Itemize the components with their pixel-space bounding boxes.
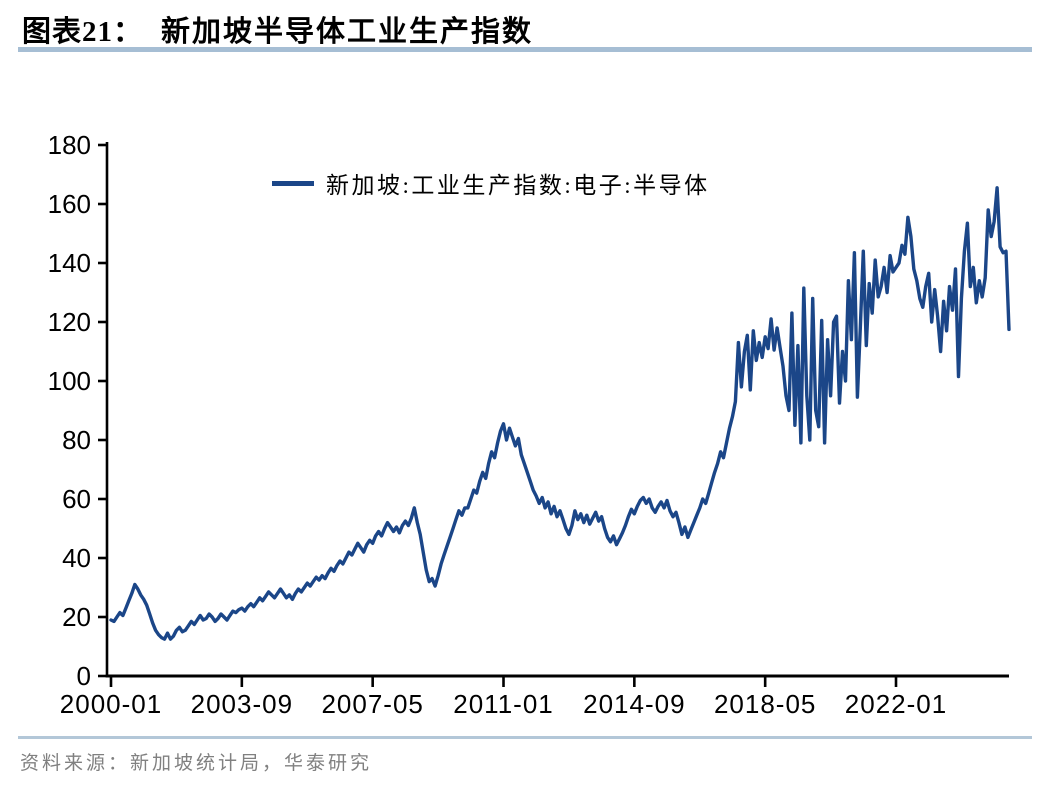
x-tick-label: 2018-05 [714, 689, 816, 719]
legend-series-label: 新加坡:工业生产指数:电子:半导体 [326, 173, 710, 198]
x-tick-label: 2022-01 [845, 689, 947, 719]
y-tick-label: 40 [62, 543, 91, 573]
x-tick-label: 2011-01 [453, 689, 554, 719]
y-tick-label: 100 [48, 366, 91, 396]
y-tick-label: 80 [62, 425, 91, 455]
x-tick-label: 2003-09 [191, 689, 293, 719]
x-tick-label: 2007-05 [321, 689, 423, 719]
y-tick-label: 180 [48, 130, 91, 160]
legend-line-icon [272, 180, 314, 186]
y-tick-label: 0 [77, 661, 91, 691]
chart-legend: 新加坡:工业生产指数:电子:半导体 [272, 166, 710, 200]
series-line-semiconductor-ipi [109, 186, 1011, 641]
title-divider-rule [18, 47, 1032, 52]
figure-title-text: 新加坡半导体工业生产指数 [161, 16, 534, 48]
y-tick-label: 20 [62, 602, 91, 632]
x-tick-label: 2000-01 [60, 689, 162, 719]
x-tick-label: 2014-09 [583, 689, 685, 719]
y-tick-label: 140 [48, 248, 91, 278]
y-tick-label: 160 [48, 189, 91, 219]
source-label: 资料来源： [20, 753, 131, 774]
figure-number-label: 图表21： [22, 16, 144, 48]
page-title: 图表21： 新加坡半导体工业生产指数 [22, 8, 533, 50]
y-tick-label: 60 [62, 484, 91, 514]
source-note: 资料来源：新加坡统计局，华泰研究 [20, 748, 372, 775]
y-tick-label: 120 [48, 307, 91, 337]
source-text: 新加坡统计局，华泰研究 [130, 753, 373, 774]
footer-divider-rule [18, 736, 1032, 739]
